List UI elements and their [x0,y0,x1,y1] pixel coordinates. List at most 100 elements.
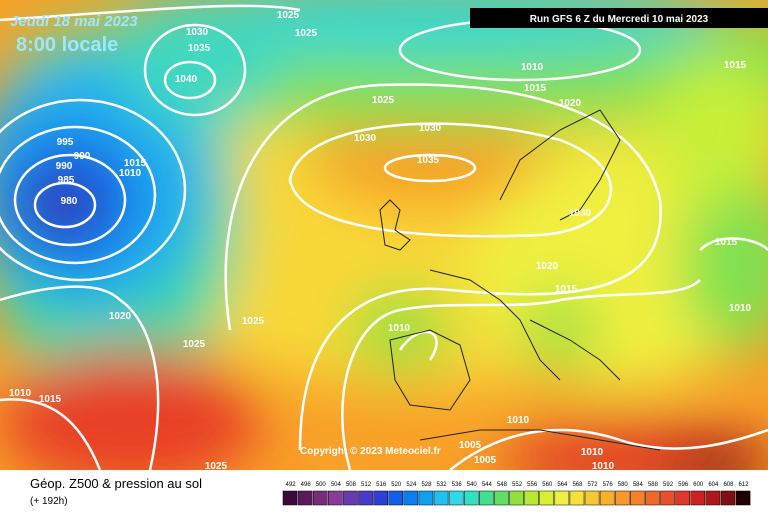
isobar-label: 1005 [474,455,497,466]
legend-swatch [358,490,373,506]
run-box [470,8,768,28]
footer-title: Géop. Z500 & pression au sol [30,476,202,491]
legend-swatch [720,490,736,506]
isobar-label: 1025 [242,316,265,327]
legend-value: 512 [361,482,372,488]
legend-value: 612 [739,482,750,488]
legend-swatch [569,490,585,506]
legend: 492 496 500 504 508 512 516 520 524 528 532 536 540 5… [282,482,751,506]
legend-swatch [690,490,706,506]
legend-swatch [614,490,630,506]
isobar-label: 1015 [124,158,147,169]
isobar-label: 1010 [507,415,530,426]
legend-value: 568 [572,482,583,488]
isobar-label: 1010 [729,303,752,314]
legend-swatch [705,490,721,506]
legend-swatch [675,490,690,506]
isobar-label: 1020 [559,98,582,109]
isobar-label: 995 [57,137,74,148]
legend-swatch [539,490,555,506]
isobar-label: 1015 [715,237,738,248]
copyright: Copyright © 2023 Meteociel.fr [300,446,441,457]
coastlines [379,109,661,451]
isobar-label: 1030 [186,27,209,38]
legend-value: 560 [542,482,553,488]
isobar-label: 1025 [372,95,395,106]
legend-swatch [388,490,404,506]
legend-value: 564 [557,482,568,488]
legend-value: 608 [723,482,734,488]
legend-value: 496 [301,482,312,488]
isobar-label: 1020 [109,311,132,322]
run-label: Run GFS 6 Z du Mercredi 10 mai 2023 [530,14,709,25]
legend-value: 596 [678,482,689,488]
legend-swatch [630,490,645,506]
legend-swatch [448,490,464,506]
legend-swatch [494,490,509,506]
isobars [0,4,768,470]
legend-swatch [554,490,570,506]
isobar-label: 1010 [388,323,411,334]
legend-value: 524 [406,482,417,488]
legend-value: 604 [708,482,719,488]
legend-swatch [403,490,419,506]
legend-swatch [463,490,479,506]
isobar-label: 1035 [417,155,440,166]
legend-swatch [660,490,675,506]
legend-value: 584 [633,482,644,488]
isobar-label: 1030 [569,208,592,219]
legend-swatch [328,490,343,506]
legend-value: 548 [497,482,508,488]
legend-value: 540 [467,482,478,488]
isobar-label: 1010 [592,461,615,472]
legend-value: 572 [588,482,599,488]
isobar-label: 990 [56,161,73,172]
isobar-label: 1025 [277,10,300,21]
isobar-label: 985 [58,175,75,186]
time: 8:00 locale [16,34,118,56]
legend-swatch [479,490,494,506]
isobar-label: 1010 [9,388,32,399]
legend-swatch [735,490,751,506]
legend-value: 516 [376,482,387,488]
legend-value: 536 [452,482,463,488]
legend-swatch [373,490,388,506]
isobar-label: 1025 [205,461,228,472]
legend-value: 544 [482,482,493,488]
isobar-label: 1010 [521,62,544,73]
legend-value: 492 [286,482,297,488]
isobar-label: 1030 [354,133,377,144]
isobar-label: 1015 [724,60,747,71]
isobar-label: 1005 [459,440,482,451]
legend-swatch [297,490,313,506]
legend-value: 588 [648,482,659,488]
isobar-label: 1010 [119,168,142,179]
legend-swatch [645,490,660,506]
legend-value: 528 [421,482,432,488]
legend-swatch [418,490,434,506]
legend-swatch [312,490,328,506]
legend-value: 552 [512,482,523,488]
legend-swatch [433,490,449,506]
legend-value: 600 [693,482,704,488]
isobar-label: 1040 [175,74,198,85]
isobar-label: 1015 [555,284,578,295]
legend-value: 508 [346,482,357,488]
legend-swatch [599,490,615,506]
legend-value: 592 [663,482,674,488]
isobar-label: 1015 [524,83,547,94]
isobar-label: 1020 [536,261,559,272]
isobar-label: 980 [61,196,78,207]
legend-swatch [282,490,298,506]
date: Jeudi 18 mai 2023 [10,13,138,30]
legend-value: 556 [527,482,538,488]
isobar-label: 1015 [39,394,62,405]
legend-swatch [509,490,524,506]
legend-value: 504 [331,482,342,488]
legend-value: 532 [437,482,448,488]
legend-value: 580 [618,482,629,488]
legend-swatch [343,490,358,506]
isobar-label: 1025 [183,339,206,350]
